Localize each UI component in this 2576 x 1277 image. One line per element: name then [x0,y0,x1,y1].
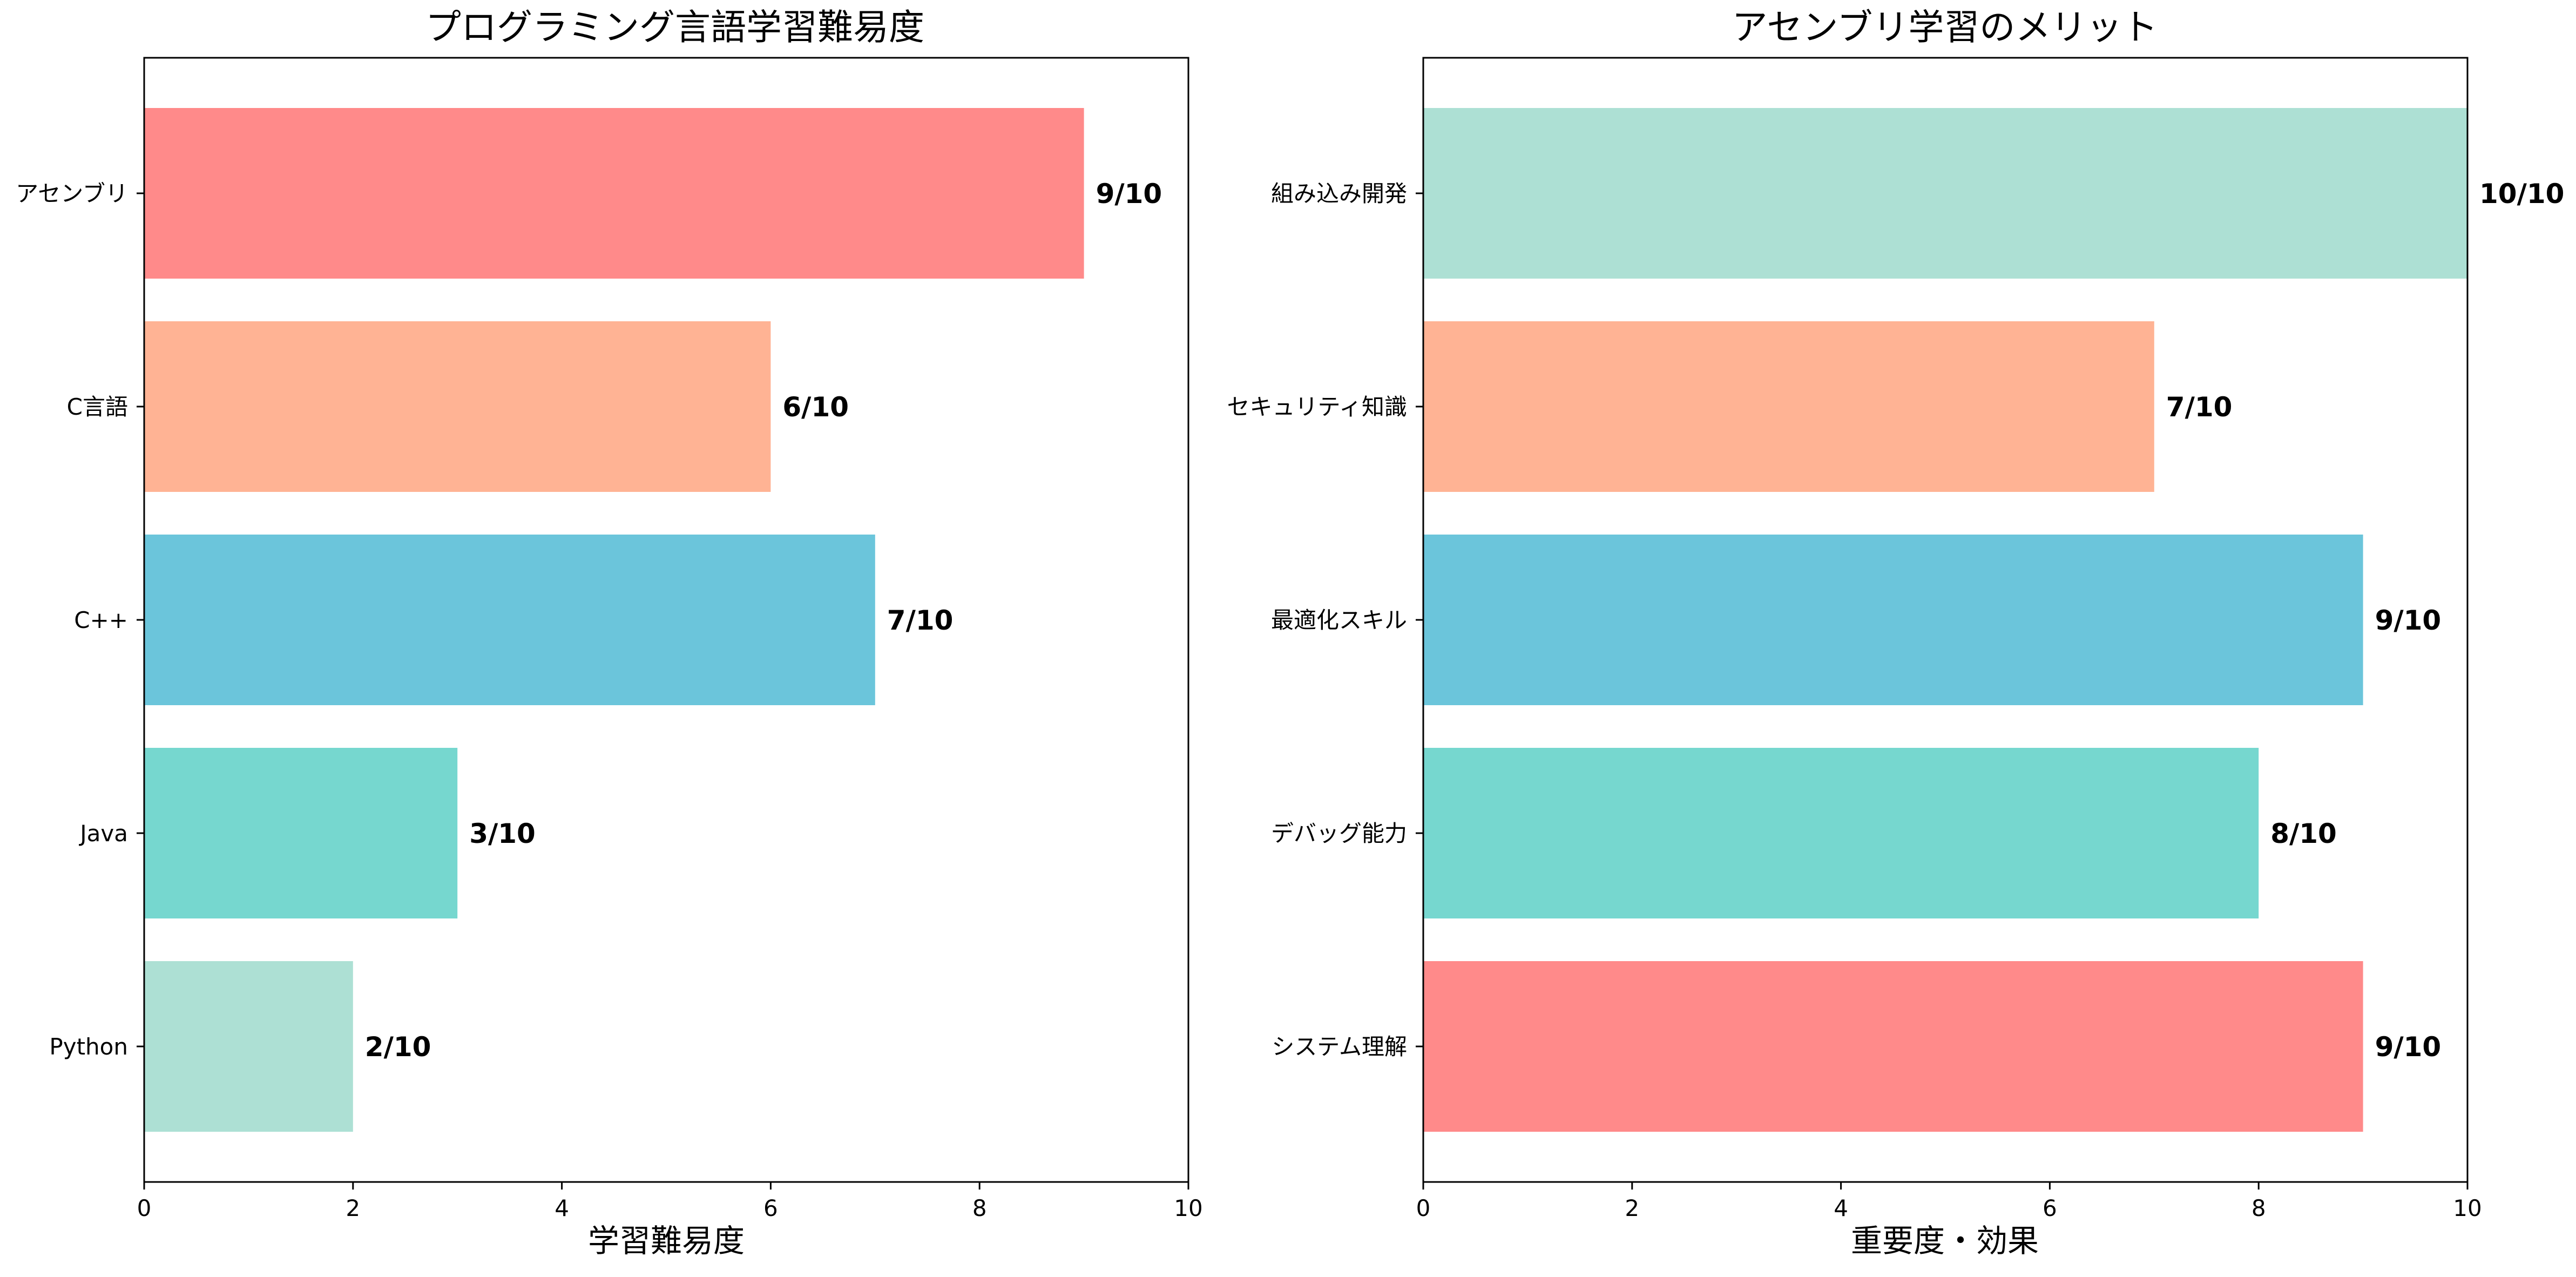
x-tick-label: 8 [2252,1195,2266,1221]
x-axis-ticks: 0 2 4 6 8 10 [137,1182,1203,1221]
x-tick-label: 2 [346,1195,360,1221]
x-tick-label: 8 [972,1195,987,1221]
bar-value-label: 9/10 [2375,605,2442,636]
x-axis-label: 学習難易度 [588,1222,745,1259]
x-axis-label: 重要度・効果 [1851,1222,2039,1259]
bar-value-label: 2/10 [365,1031,431,1063]
y-tick-label: Java [78,820,128,847]
x-tick-label: 6 [2043,1195,2057,1221]
bar-3 [144,535,875,705]
bars [144,108,1084,1132]
x-tick-label: 4 [1834,1195,1848,1221]
x-tick-label: 10 [2453,1195,2482,1221]
y-tick-label: C言語 [67,394,128,420]
chart-title: アセンブリ学習のメリット [1732,6,2158,48]
value-labels: 10/10 7/10 9/10 8/10 9/10 [2166,178,2565,1063]
x-tick-label: 4 [555,1195,569,1221]
bars [1423,108,2467,1132]
bar-value-label: 6/10 [782,391,849,423]
bar-1 [144,108,1084,279]
chart-panel-difficulty: プログラミング言語学習難易度 9/10 6/10 7/10 3/10 2/10 アセンブ… [16,6,1203,1259]
x-tick-label: 0 [1416,1195,1431,1221]
bar-value-label: 7/10 [2166,391,2233,423]
bar-value-label: 3/10 [469,818,536,849]
y-tick-label: C++ [74,607,128,633]
chart-panel-merits: アセンブリ学習のメリット 10/10 7/10 9/10 8/10 9/10 組み込み開… [1227,6,2565,1259]
plot-area-frame [1422,57,2469,1183]
x-tick-label: 0 [137,1195,152,1221]
chart-title: プログラミング言語学習難易度 [425,6,924,48]
bar-value-label: 9/10 [2375,1031,2442,1063]
y-tick-label: 最適化スキル [1271,607,1407,633]
bar-value-label: 9/10 [1096,178,1162,210]
bar-3 [1423,535,2363,705]
x-tick-label: 2 [1625,1195,1639,1221]
bar-value-label: 7/10 [887,605,954,636]
x-tick-label: 6 [763,1195,778,1221]
plot-area-frame [143,57,1189,1183]
y-tick-label: セキュリティ知識 [1227,394,1407,420]
y-tick-label: システム理解 [1272,1033,1407,1060]
bar-1 [1423,108,2467,279]
bar-4 [144,748,458,918]
bar-2 [1423,321,2154,492]
y-tick-label: デバッグ能力 [1271,820,1407,847]
bar-2 [144,321,771,492]
y-tick-label: 組み込み開発 [1271,180,1407,207]
bar-5 [1423,961,2363,1132]
x-axis-ticks: 0 2 4 6 8 10 [1416,1182,2482,1221]
bar-5 [144,961,353,1132]
y-tick-label: アセンブリ [16,180,128,207]
y-axis-ticks: アセンブリ C言語 C++ Java Python [16,180,144,1060]
y-tick-label: Python [49,1033,128,1060]
bar-value-label: 8/10 [2270,818,2337,849]
x-tick-label: 10 [1174,1195,1202,1221]
bar-4 [1423,748,2259,918]
bar-value-label: 10/10 [2479,178,2564,210]
value-labels: 9/10 6/10 7/10 3/10 2/10 [365,178,1162,1063]
